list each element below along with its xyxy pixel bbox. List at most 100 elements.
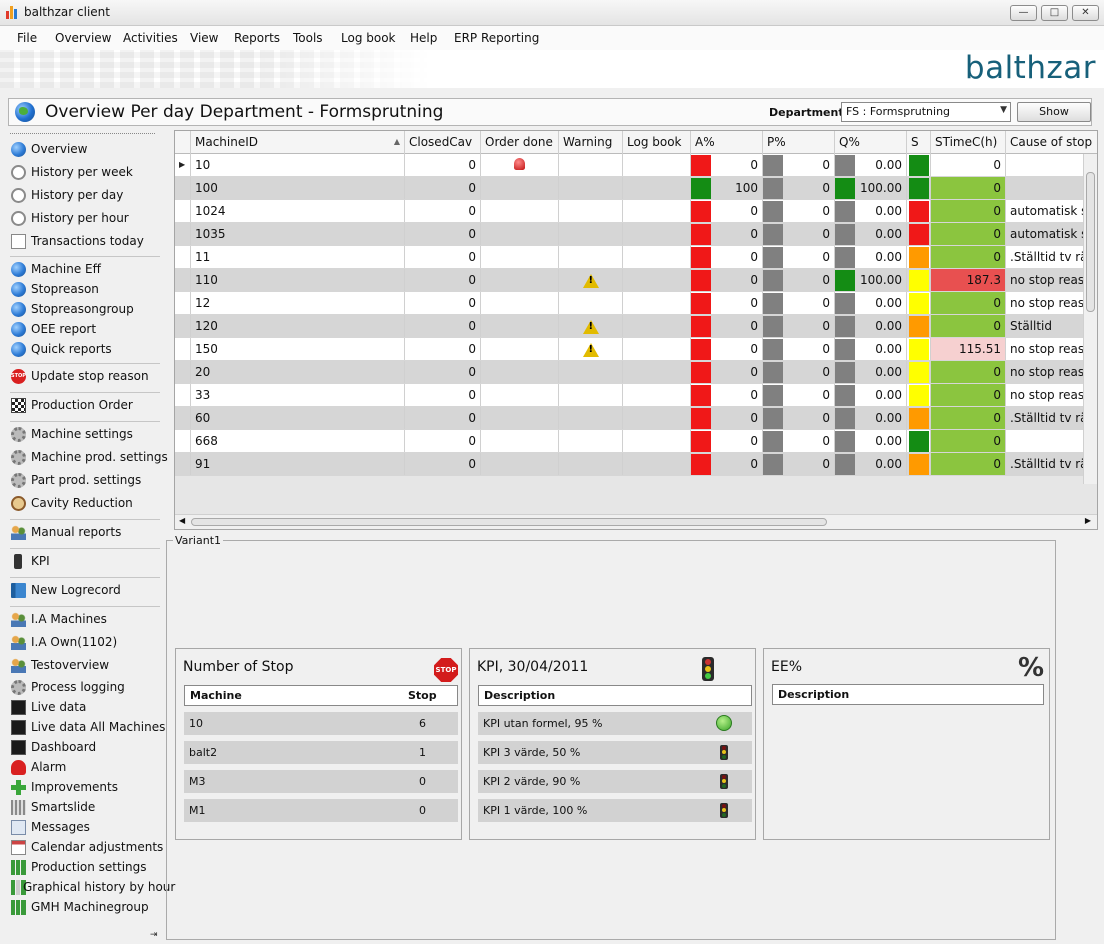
order-done-cell[interactable] [481, 338, 559, 360]
row-selector[interactable] [175, 315, 191, 337]
scrollbar-thumb[interactable] [1086, 172, 1095, 312]
a-pct-cell[interactable]: 0 [691, 407, 763, 429]
a-pct-cell[interactable]: 0 [691, 200, 763, 222]
closedcav-cell[interactable]: 0 [405, 361, 481, 383]
order-done-cell[interactable] [481, 200, 559, 222]
cause-of-stop-cell[interactable]: no stop reas [1006, 384, 1083, 406]
table-row[interactable]: 12 0 0 0 0.00 0 no stop reas [175, 292, 1083, 315]
s-status-cell[interactable] [907, 361, 931, 383]
warning-cell[interactable] [559, 269, 623, 291]
table-row[interactable]: 20 0 0 0 0.00 0 no stop reas [175, 361, 1083, 384]
table-row[interactable]: 120 0 0 0 0.00 0 Ställtid [175, 315, 1083, 338]
machine-id-cell[interactable]: 120 [191, 315, 405, 337]
stimec-cell[interactable]: 0 [931, 200, 1006, 222]
cause-of-stop-cell[interactable]: .Ställtid tv rä [1006, 453, 1083, 475]
s-status-cell[interactable] [907, 177, 931, 199]
machine-id-cell[interactable]: 10 [191, 154, 405, 176]
row-selector[interactable] [175, 246, 191, 268]
a-pct-cell[interactable]: 0 [691, 223, 763, 245]
stimec-cell[interactable]: 0 [931, 384, 1006, 406]
sidebar-item-ia-machines[interactable]: I.A Machines [10, 610, 160, 630]
s-status-cell[interactable] [907, 269, 931, 291]
column-header-a-pct[interactable]: A% [691, 131, 763, 154]
column-header-cause-of-stop[interactable]: Cause of stop [1006, 131, 1097, 154]
table-row[interactable]: 91 0 0 0 0.00 0 .Ställtid tv rä [175, 453, 1083, 476]
order-done-cell[interactable] [481, 154, 559, 176]
order-done-cell[interactable] [481, 361, 559, 383]
machine-id-cell[interactable]: 33 [191, 384, 405, 406]
sidebar-item-machine-eff[interactable]: Machine Eff [10, 260, 160, 280]
minimize-button[interactable]: — [1010, 5, 1037, 21]
log-book-cell[interactable] [623, 453, 691, 475]
table-row[interactable]: 10 6 [184, 712, 458, 735]
row-selector[interactable] [175, 338, 191, 360]
s-status-cell[interactable] [907, 315, 931, 337]
q-pct-cell[interactable]: 0.00 [835, 292, 907, 314]
stimec-cell[interactable]: 0 [931, 177, 1006, 199]
warning-cell[interactable] [559, 292, 623, 314]
row-selector[interactable] [175, 177, 191, 199]
machine-id-cell[interactable]: 91 [191, 453, 405, 475]
stimec-cell[interactable]: 0 [931, 292, 1006, 314]
stimec-cell[interactable]: 115.51 [931, 338, 1006, 360]
log-book-cell[interactable] [623, 384, 691, 406]
column-header-stimec[interactable]: STimeC(h) [931, 131, 1006, 154]
sidebar-item-kpi[interactable]: KPI [10, 552, 160, 572]
s-status-cell[interactable] [907, 223, 931, 245]
stimec-cell[interactable]: 0 [931, 453, 1006, 475]
table-row[interactable]: 110 0 0 0 100.00 187.3 no stop reas [175, 269, 1083, 292]
table-row[interactable]: 1024 0 0 0 0.00 0 automatisk s [175, 200, 1083, 223]
warning-cell[interactable] [559, 453, 623, 475]
row-selector[interactable] [175, 269, 191, 291]
column-header-warning[interactable]: Warning [559, 131, 623, 154]
q-pct-cell[interactable]: 0.00 [835, 453, 907, 475]
cause-of-stop-cell[interactable]: no stop reas [1006, 292, 1083, 314]
horizontal-scrollbar[interactable]: ◀ ▶ [175, 514, 1097, 529]
machine-id-cell[interactable]: 668 [191, 430, 405, 452]
sidebar-item-transactions-today[interactable]: Transactions today [10, 232, 160, 252]
s-status-cell[interactable] [907, 292, 931, 314]
closedcav-cell[interactable]: 0 [405, 430, 481, 452]
warning-cell[interactable] [559, 223, 623, 245]
log-book-cell[interactable] [623, 430, 691, 452]
p-pct-cell[interactable]: 0 [763, 361, 835, 383]
s-status-cell[interactable] [907, 407, 931, 429]
log-book-cell[interactable] [623, 154, 691, 176]
stimec-cell[interactable]: 0 [931, 407, 1006, 429]
cause-of-stop-cell[interactable] [1006, 177, 1083, 199]
q-pct-cell[interactable]: 0.00 [835, 315, 907, 337]
warning-cell[interactable] [559, 430, 623, 452]
p-pct-cell[interactable]: 0 [763, 223, 835, 245]
menu-log-book[interactable]: Log book [341, 31, 396, 45]
sidebar-item-testoverview[interactable]: Testoverview [10, 656, 160, 676]
vertical-scrollbar[interactable] [1083, 154, 1097, 484]
cause-of-stop-cell[interactable]: .Ställtid tv rä [1006, 407, 1083, 429]
table-row[interactable]: 1035 0 0 0 0.00 0 automatisk s [175, 223, 1083, 246]
closedcav-cell[interactable]: 0 [405, 292, 481, 314]
sidebar-item-quick-reports[interactable]: Quick reports [10, 340, 160, 360]
machine-id-cell[interactable]: 150 [191, 338, 405, 360]
sidebar-item-stopreasongroup[interactable]: Stopreasongroup [10, 300, 160, 320]
machine-id-cell[interactable]: 11 [191, 246, 405, 268]
order-done-cell[interactable] [481, 430, 559, 452]
machine-id-cell[interactable]: 20 [191, 361, 405, 383]
p-pct-cell[interactable]: 0 [763, 292, 835, 314]
department-select[interactable]: FS : Formsprutning ▼ [841, 102, 1011, 122]
closedcav-cell[interactable]: 0 [405, 315, 481, 337]
p-pct-cell[interactable]: 0 [763, 269, 835, 291]
order-done-cell[interactable] [481, 315, 559, 337]
warning-cell[interactable] [559, 384, 623, 406]
sidebar-item-smartslide[interactable]: Smartslide [10, 798, 160, 818]
menu-erp-reporting[interactable]: ERP Reporting [454, 31, 540, 45]
table-row[interactable]: 150 0 0 0 0.00 115.51 no stop reas [175, 338, 1083, 361]
log-book-cell[interactable] [623, 246, 691, 268]
sidebar-item-cavity-reduction[interactable]: Cavity Reduction [10, 494, 160, 514]
menu-file[interactable]: File [17, 31, 38, 45]
column-header-s[interactable]: S [907, 131, 931, 154]
log-book-cell[interactable] [623, 269, 691, 291]
log-book-cell[interactable] [623, 338, 691, 360]
collapse-sidebar-icon[interactable]: ⇥ [150, 930, 158, 940]
column-header-order-done[interactable]: Order done [481, 131, 559, 154]
stimec-cell[interactable]: 0 [931, 361, 1006, 383]
sidebar-item-graphical-history-by-hour[interactable]: Graphical history by hour [10, 878, 175, 898]
